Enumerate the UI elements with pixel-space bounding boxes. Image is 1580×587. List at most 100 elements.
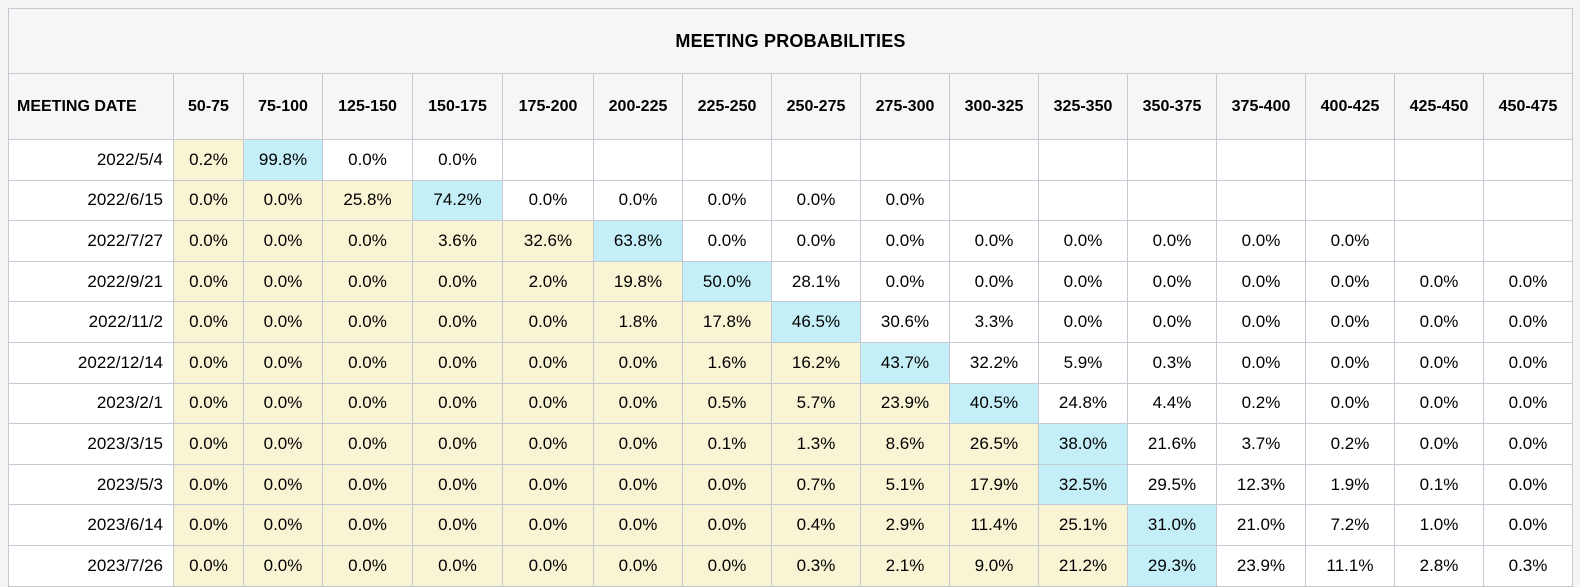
- probability-cell: 32.5%: [1038, 463, 1128, 506]
- probability-cell: 26.5%: [949, 423, 1039, 465]
- probability-cell: 3.6%: [412, 220, 503, 262]
- probability-cell: 0.0%: [243, 260, 323, 303]
- empty-cell: [682, 139, 772, 181]
- column-header-rate-range: 200-225: [593, 73, 683, 140]
- probability-cell: 29.5%: [1127, 463, 1217, 506]
- column-header-rate-range: 275-300: [860, 73, 950, 140]
- probability-cell: 63.8%: [593, 220, 683, 262]
- empty-cell: [1483, 220, 1573, 262]
- empty-cell: [1394, 179, 1484, 222]
- probability-cell: 0.0%: [243, 463, 323, 506]
- table-row: 2022/6/15 0.0% 0.0% 25.8% 74.2% 0.0% 0.0% 0.0% 0…: [8, 179, 1573, 222]
- probability-cell: 0.0%: [243, 301, 323, 343]
- empty-cell: [593, 139, 683, 181]
- probability-cell: 0.0%: [1483, 301, 1573, 343]
- probability-cell: 8.6%: [860, 423, 950, 465]
- probability-cell: 0.0%: [1127, 301, 1217, 343]
- probability-cell: 0.0%: [502, 544, 594, 587]
- probability-cell: 0.0%: [593, 463, 683, 506]
- probability-cell: 7.2%: [1305, 504, 1395, 546]
- probability-cell: 0.0%: [1216, 260, 1306, 303]
- probability-cell: 25.1%: [1038, 504, 1128, 546]
- probability-cell: 0.0%: [243, 504, 323, 546]
- probability-cell: 23.9%: [860, 382, 950, 425]
- meeting-date-cell: 2022/5/4: [8, 139, 174, 181]
- probability-cell: 2.9%: [860, 504, 950, 546]
- probability-cell: 0.0%: [1394, 341, 1484, 384]
- table-header-row: MEETING DATE 50-75 75-100 125-150 150-175 175…: [8, 73, 1573, 140]
- probability-cell: 0.0%: [1394, 382, 1484, 425]
- column-header-rate-range: 325-350: [1038, 73, 1128, 140]
- probability-cell: 50.0%: [682, 260, 772, 303]
- probability-cell: 21.2%: [1038, 544, 1128, 587]
- probability-cell: 1.9%: [1305, 463, 1395, 506]
- probability-cell: 0.0%: [243, 220, 323, 262]
- probability-cell: 2.8%: [1394, 544, 1484, 587]
- column-header-rate-range: 425-450: [1394, 73, 1484, 140]
- probability-cell: 0.0%: [322, 260, 413, 303]
- table-row: 2023/2/1 0.0% 0.0% 0.0% 0.0% 0.0% 0.0% 0.5% 5.7%…: [8, 382, 1573, 425]
- probability-cell: 0.0%: [412, 341, 503, 384]
- probability-cell: 0.0%: [593, 504, 683, 546]
- probability-cell: 0.0%: [1305, 341, 1395, 384]
- probability-cell: 24.8%: [1038, 382, 1128, 425]
- probability-cell: 0.0%: [322, 544, 413, 587]
- meeting-date-cell: 2022/6/15: [8, 179, 174, 222]
- table-row: 2022/9/21 0.0% 0.0% 0.0% 0.0% 2.0% 19.8% 50.0% 2…: [8, 260, 1573, 303]
- column-header-rate-range: 150-175: [412, 73, 503, 140]
- meeting-date-cell: 2022/9/21: [8, 260, 174, 303]
- probability-cell: 1.0%: [1394, 504, 1484, 546]
- empty-cell: [502, 139, 594, 181]
- probability-cell: 0.0%: [771, 220, 861, 262]
- probability-cell: 0.0%: [412, 260, 503, 303]
- column-header-rate-range: 450-475: [1483, 73, 1573, 140]
- probability-cell: 2.1%: [860, 544, 950, 587]
- probability-cell: 0.0%: [1483, 423, 1573, 465]
- probability-cell: 0.0%: [412, 504, 503, 546]
- probability-cell: 32.2%: [949, 341, 1039, 384]
- probability-cell: 9.0%: [949, 544, 1039, 587]
- column-header-rate-range: 250-275: [771, 73, 861, 140]
- table-row: 2022/5/4 0.2% 99.8% 0.0% 0.0%: [8, 139, 1573, 181]
- probability-cell: 0.0%: [173, 220, 244, 262]
- probability-cell: 0.0%: [502, 382, 594, 425]
- probability-cell: 0.0%: [1483, 341, 1573, 384]
- probability-cell: 0.0%: [322, 463, 413, 506]
- table-row: 2022/12/14 0.0% 0.0% 0.0% 0.0% 0.0% 0.0% 1.6% 16…: [8, 341, 1573, 384]
- probability-cell: 0.0%: [502, 179, 594, 222]
- column-header-rate-range: 300-325: [949, 73, 1039, 140]
- probability-cell: 0.0%: [771, 179, 861, 222]
- probability-cell: 0.0%: [1038, 301, 1128, 343]
- probability-cell: 0.0%: [682, 504, 772, 546]
- probability-cell: 0.0%: [593, 382, 683, 425]
- probability-cell: 0.3%: [1127, 341, 1217, 384]
- empty-cell: [1127, 139, 1217, 181]
- probability-cell: 74.2%: [412, 179, 503, 222]
- probability-cell: 0.0%: [1216, 301, 1306, 343]
- probability-cell: 40.5%: [949, 382, 1039, 425]
- probability-cell: 5.9%: [1038, 341, 1128, 384]
- meeting-date-cell: 2023/6/14: [8, 504, 174, 546]
- probability-cell: 0.0%: [412, 544, 503, 587]
- probability-cell: 0.3%: [771, 544, 861, 587]
- column-header-rate-range: 75-100: [243, 73, 323, 140]
- probability-cell: 0.0%: [322, 139, 413, 181]
- probability-cell: 0.0%: [1394, 423, 1484, 465]
- probability-cell: 0.0%: [1305, 220, 1395, 262]
- probability-cell: 1.6%: [682, 341, 772, 384]
- probability-cell: 0.0%: [682, 463, 772, 506]
- probability-cell: 1.8%: [593, 301, 683, 343]
- table-row: 2023/7/26 0.0% 0.0% 0.0% 0.0% 0.0% 0.0% 0.0% 0.3…: [8, 544, 1573, 587]
- probability-cell: 0.0%: [1483, 463, 1573, 506]
- column-header-rate-range: 50-75: [173, 73, 244, 140]
- probability-cell: 0.0%: [1305, 301, 1395, 343]
- probability-cell: 0.0%: [243, 179, 323, 222]
- probability-cell: 0.0%: [1394, 260, 1484, 303]
- probability-cell: 0.0%: [243, 423, 323, 465]
- probability-cell: 0.0%: [173, 301, 244, 343]
- probability-cell: 43.7%: [860, 341, 950, 384]
- probability-cell: 0.0%: [322, 301, 413, 343]
- empty-cell: [771, 139, 861, 181]
- empty-cell: [1305, 179, 1395, 222]
- probability-cell: 0.0%: [1038, 220, 1128, 262]
